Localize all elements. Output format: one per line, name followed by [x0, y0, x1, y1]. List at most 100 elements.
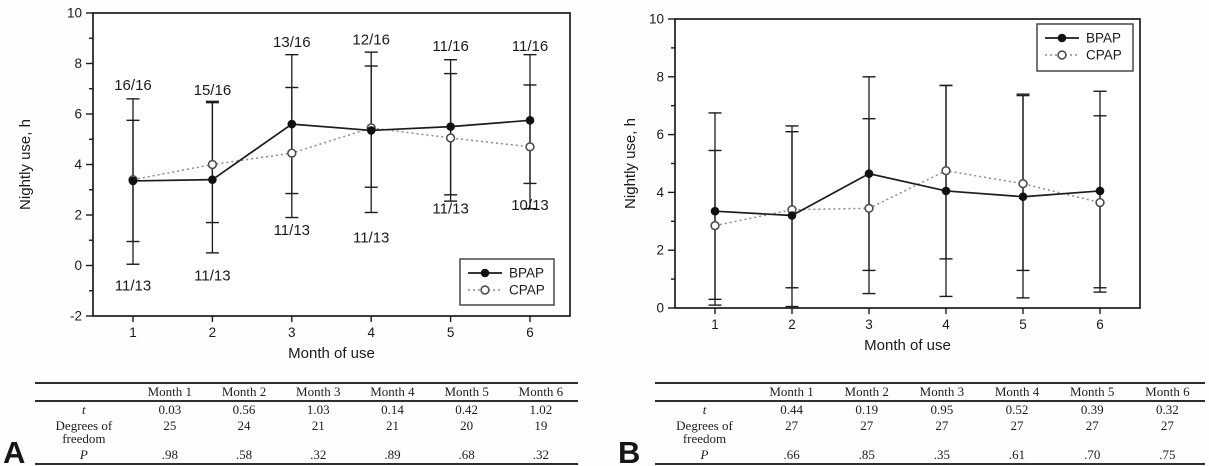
- y-tick-label: 2: [656, 243, 664, 258]
- table-header-cell: Month 2: [844, 384, 889, 399]
- table-header-row: Month 1 Month 2 Month 3 Month 4 Month 5 Month…: [35, 383, 578, 401]
- y-tick-label: 10: [649, 12, 664, 27]
- count-label-bottom: 10/13: [511, 197, 549, 214]
- marker-cpap: [207, 159, 218, 170]
- table-cell: .61: [1008, 447, 1026, 463]
- legend-marker-sample: [480, 285, 490, 295]
- table-cell: 21: [385, 417, 399, 433]
- marker-bpap: [864, 169, 874, 178]
- table-cell: 0.42: [455, 401, 479, 417]
- table-cell: 1.03: [306, 401, 330, 417]
- table-cell: .58: [235, 447, 253, 463]
- series-line-bpap: [714, 172, 1101, 217]
- panel-label-a: A: [3, 435, 26, 466]
- table-cell: 0.19: [855, 401, 879, 417]
- legend: BPAP CPAP: [459, 258, 555, 306]
- x-tick-label: 6: [1096, 317, 1104, 332]
- table-row: t 0.44 0.19 0.95 0.52 0.39 0.32: [655, 401, 1205, 418]
- legend-label: CPAP: [509, 283, 545, 298]
- marker-bpap: [446, 122, 455, 131]
- marker-bpap: [787, 211, 797, 220]
- series-line-bpap: [132, 119, 531, 182]
- table-header-cell: Month 1: [769, 384, 814, 399]
- table-cell: 1.02: [529, 401, 553, 417]
- y-tick-label: 2: [74, 208, 82, 223]
- x-tick-label: 4: [942, 317, 950, 332]
- table-cell: .32: [532, 447, 549, 463]
- table-cell: 0.56: [232, 401, 256, 417]
- table-row-label: t: [702, 401, 707, 417]
- table-header-cell: Month 2: [221, 384, 267, 399]
- count-label-bottom: 11/13: [115, 278, 151, 295]
- table-cell: 0.52: [1005, 401, 1029, 417]
- table-cell: 0.95: [930, 401, 954, 417]
- table-cell: 0.44: [780, 401, 803, 417]
- x-axis-label: Month of use: [288, 345, 375, 362]
- table-cell: 19: [534, 417, 548, 433]
- table-cell: .98: [161, 447, 178, 463]
- table-header-cell: Month 6: [1145, 384, 1190, 399]
- count-label-top: 11/16: [512, 38, 548, 55]
- table-row-label: t: [82, 401, 86, 417]
- series-line-cpap: [714, 169, 1101, 227]
- marker-cpap: [710, 220, 720, 231]
- marker-bpap: [128, 176, 138, 186]
- table-cell: .89: [384, 447, 401, 463]
- table-cell: 25: [163, 417, 177, 433]
- table-cell: 20: [460, 417, 474, 433]
- y-tick-label: 0: [74, 258, 82, 273]
- marker-bpap: [366, 126, 376, 135]
- marker-cpap: [1095, 197, 1105, 208]
- count-label-top: 13/16: [273, 34, 311, 51]
- y-axis-label: Nightly use, h: [17, 119, 34, 210]
- count-label-bottom: 11/13: [274, 222, 310, 239]
- table-cell: .32: [310, 447, 327, 463]
- table-cell: 27: [1085, 417, 1099, 433]
- marker-cpap: [941, 166, 951, 176]
- marker-bpap: [287, 119, 297, 129]
- table-header-cell: [655, 383, 754, 401]
- table-header-cell: Month 3: [296, 384, 341, 399]
- y-tick-label: 6: [74, 107, 82, 122]
- table-row: t 0.03 0.56 1.03 0.14 0.42 1.02: [35, 401, 578, 418]
- table-header-cell: Month 5: [1069, 384, 1115, 399]
- y-tick-label: 10: [67, 6, 82, 21]
- marker-cpap: [445, 133, 456, 143]
- y-tick-label: 4: [656, 185, 664, 200]
- table-row: P .66 .85 .35 .61 .70 .75: [655, 447, 1205, 464]
- y-tick-label: 8: [656, 69, 664, 84]
- marker-bpap: [1095, 186, 1105, 196]
- stats-table-b: Month 1 Month 2 Month 3 Month 4 Month 5 Month…: [655, 382, 1205, 465]
- x-tick-label: 6: [526, 325, 534, 340]
- legend-marker-sample: [1057, 33, 1067, 43]
- marker-bpap: [525, 116, 535, 125]
- y-tick-label: 8: [74, 56, 82, 71]
- x-tick-label: 2: [788, 317, 796, 332]
- table-header-cell: Month 6: [518, 384, 564, 399]
- table-row: Degrees of freedom 27 27 27 27 27 27: [655, 418, 1205, 448]
- table-header-cell: Month 5: [444, 384, 489, 399]
- table-cell: .35: [933, 447, 951, 463]
- table-cell: 24: [237, 417, 251, 433]
- table-cell: 27: [785, 417, 799, 433]
- legend-item-cpap: CPAP: [468, 283, 545, 298]
- y-tick-label: 0: [656, 301, 664, 316]
- table-cell: 0.39: [1080, 401, 1104, 417]
- marker-cpap: [287, 148, 297, 158]
- x-tick-label: 1: [711, 317, 719, 332]
- table-cell: 0.32: [1156, 401, 1179, 417]
- table-cell: 0.14: [381, 401, 404, 417]
- table-row-label: P: [79, 447, 88, 463]
- x-tick-label: 5: [1019, 317, 1027, 332]
- legend-marker-sample: [480, 268, 490, 278]
- table-row: P .98 .58 .32 .89 .68 .32: [35, 447, 578, 464]
- panel-label-b: B: [618, 435, 641, 466]
- legend: BPAP CPAP: [1036, 23, 1134, 72]
- table-row-label: Degrees of freedom: [676, 417, 733, 447]
- y-tick-label: 6: [656, 127, 664, 142]
- y-tick-label: 4: [74, 157, 82, 172]
- x-tick-label: 5: [447, 325, 455, 340]
